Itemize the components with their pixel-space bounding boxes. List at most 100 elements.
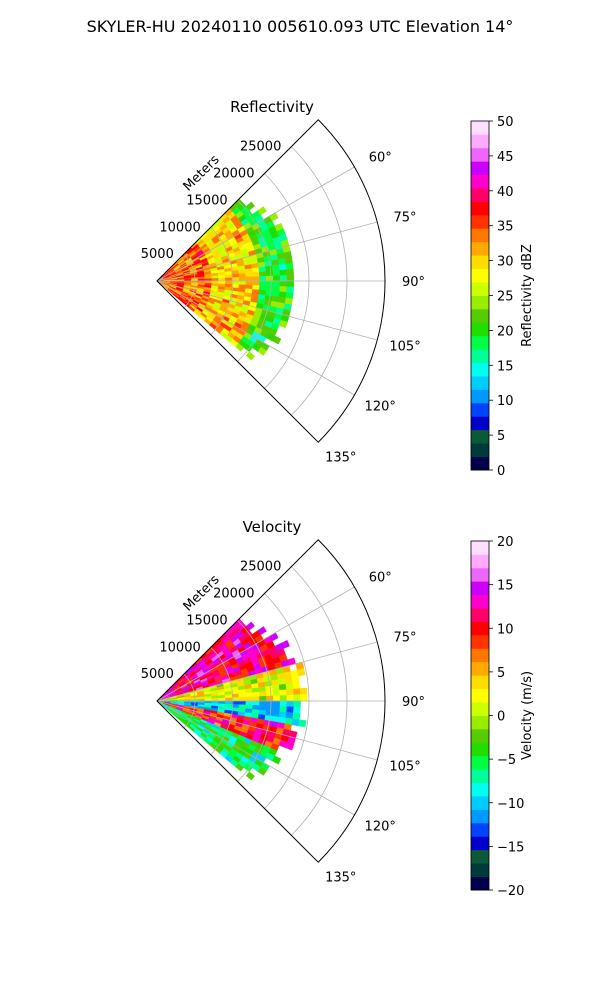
data-cell <box>265 285 274 292</box>
colorbar-segment <box>471 376 489 390</box>
azimuth-gridline <box>156 700 355 816</box>
data-cell <box>224 694 233 699</box>
data-cell <box>279 706 288 713</box>
colorbar-segment <box>471 541 489 555</box>
data-cell <box>225 280 233 285</box>
data-cell <box>258 266 267 273</box>
colorbar-segment <box>471 134 489 149</box>
colorbar-tick-label: −5 <box>497 753 516 768</box>
colorbar-segment <box>471 362 489 377</box>
colorbar-label: Velocity (m/s) <box>520 671 535 760</box>
data-cell <box>265 270 274 277</box>
colorbar-segment <box>471 214 489 229</box>
data-cell <box>292 682 301 690</box>
data-cell <box>300 694 308 702</box>
data-cell <box>225 700 233 705</box>
colorbar-tick-label: 5 <box>497 666 505 681</box>
range-tick-label: 5000 <box>141 667 174 682</box>
colorbar-segment <box>471 702 489 716</box>
range-tick-label: 5000 <box>141 247 174 262</box>
colorbar: 0 5 10 15 20 25 30 35 40 45 50 Reflectivity dBZ <box>470 115 535 479</box>
data-cell <box>259 700 267 707</box>
data-cell <box>293 694 301 702</box>
data-cell <box>258 705 267 711</box>
data-cell <box>218 697 226 702</box>
data-cell <box>245 771 255 781</box>
data-cell <box>238 276 247 282</box>
colorbar-segment <box>471 241 489 256</box>
colorbar-tick-label: 25 <box>497 290 514 305</box>
colorbar-segment <box>471 295 489 310</box>
data-cell <box>272 280 281 287</box>
range-tick-label: 20000 <box>213 587 254 602</box>
colorbar-segment <box>471 648 489 663</box>
azimuth-tick-label: 135° <box>325 871 356 886</box>
azimuth-tick-label: 120° <box>365 819 396 834</box>
colorbar-tick-label: 0 <box>497 464 505 479</box>
azimuth-gridline <box>156 166 355 282</box>
data-cell <box>225 277 233 282</box>
colorbar-segment <box>471 188 489 202</box>
data-cell <box>272 695 281 702</box>
data-cell <box>245 276 254 282</box>
data-cell <box>252 700 260 706</box>
colorbar-segment <box>471 809 489 824</box>
data-cell <box>252 280 260 286</box>
data-cell <box>245 621 255 631</box>
data-cell <box>277 678 287 686</box>
data-cell <box>293 688 301 696</box>
colorbar-segment <box>471 308 489 323</box>
data-cell <box>277 258 287 266</box>
data-cell <box>257 346 267 356</box>
range-tick-label: 15000 <box>186 613 227 628</box>
colorbar-segment <box>471 228 489 243</box>
data-cell <box>218 277 226 282</box>
data-cell <box>259 280 267 287</box>
data-field <box>156 618 308 781</box>
data-cell <box>285 292 294 300</box>
data-cell <box>266 275 274 282</box>
data-cell <box>266 700 274 707</box>
data-cell <box>258 285 267 291</box>
data-cell <box>238 280 247 286</box>
data-cell <box>257 626 267 636</box>
data-cell <box>259 275 267 282</box>
colorbar-segment <box>471 728 489 743</box>
data-cell <box>238 689 246 695</box>
data-cell <box>272 700 281 707</box>
data-cell <box>245 700 254 706</box>
data-cell <box>272 264 280 272</box>
data-cell <box>265 685 274 692</box>
colorbar-segment <box>471 282 489 296</box>
range-tick-label: 10000 <box>159 220 200 235</box>
data-cell <box>235 763 245 772</box>
colorbar-segment <box>471 121 489 135</box>
azimuth-tick-label: 75° <box>394 211 417 226</box>
colorbar-tick-label: 15 <box>497 579 514 594</box>
data-cell <box>278 319 288 329</box>
data-cell <box>272 705 281 712</box>
data-cell <box>279 269 288 276</box>
colorbar-tick-label: 15 <box>497 359 514 374</box>
data-cell <box>285 712 294 720</box>
data-cell <box>272 690 281 697</box>
data-cell <box>265 690 274 697</box>
range-tick-label: 15000 <box>186 193 227 208</box>
panel-title: Velocity <box>243 518 302 536</box>
data-cell <box>238 273 247 278</box>
colorbar-tick-label: 10 <box>497 394 514 409</box>
data-cell <box>272 275 281 282</box>
data-cell <box>238 696 247 702</box>
data-cell <box>284 676 293 685</box>
data-cell <box>279 286 288 293</box>
colorbar-segment <box>471 268 489 283</box>
data-cell <box>259 695 267 702</box>
data-cell <box>286 706 294 714</box>
colorbar-segment <box>471 456 489 471</box>
data-cell <box>285 682 294 690</box>
colorbar-tick-label: 20 <box>497 324 514 339</box>
colorbar-segment <box>471 147 489 162</box>
colorbar-segment <box>471 255 489 270</box>
azimuth-tick-label: 75° <box>394 631 417 646</box>
data-cell <box>265 705 274 712</box>
